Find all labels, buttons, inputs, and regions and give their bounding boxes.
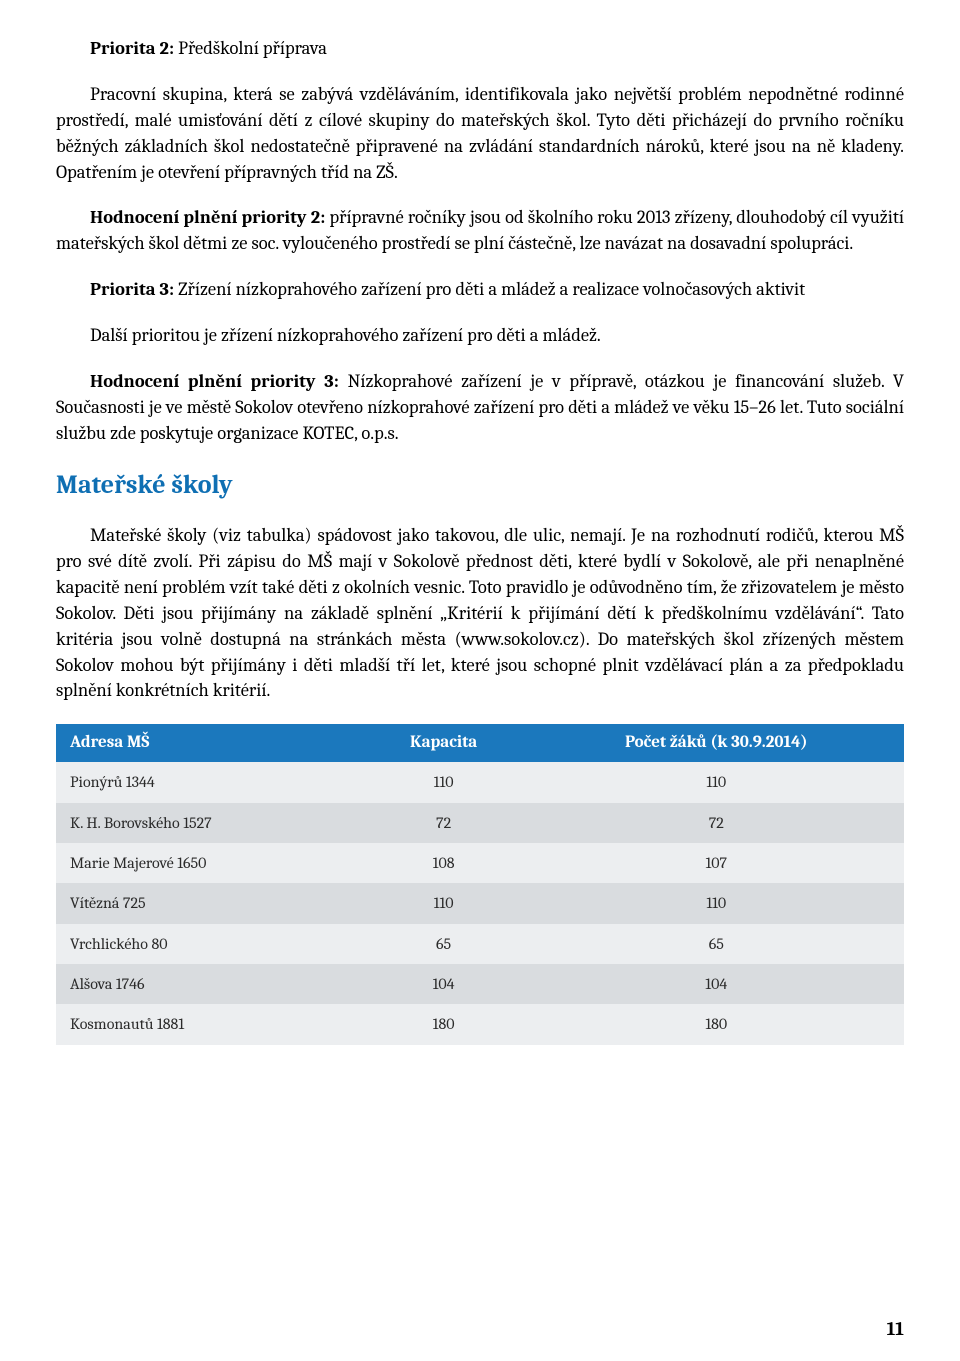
table-cell: 65 xyxy=(529,924,904,964)
col-pocet: Počet žáků (k 30.9.2014) xyxy=(529,724,904,762)
col-adresa: Adresa MŠ xyxy=(56,724,359,762)
table-cell: 110 xyxy=(359,883,529,923)
table-cell: Pionýrů 1344 xyxy=(56,762,359,802)
table-row: Kosmonautů 1881180180 xyxy=(56,1004,904,1044)
table-row: K. H. Borovského 15277272 xyxy=(56,803,904,843)
table-cell: 104 xyxy=(359,964,529,1004)
table-cell: 110 xyxy=(529,883,904,923)
table-cell: 65 xyxy=(359,924,529,964)
priorita2-heading: Priorita 2: Předškolní příprava xyxy=(56,36,904,62)
table-cell: 180 xyxy=(359,1004,529,1044)
table-cell: 108 xyxy=(359,843,529,883)
table-header-row: Adresa MŠ Kapacita Počet žáků (k 30.9.20… xyxy=(56,724,904,762)
table-cell: Kosmonautů 1881 xyxy=(56,1004,359,1044)
section-body: Mateřské školy (viz tabulka) spádovost j… xyxy=(56,523,904,704)
table-cell: 180 xyxy=(529,1004,904,1044)
section-heading: Mateřské školy xyxy=(56,467,904,503)
priorita2-body: Pracovní skupina, která se zabývá vzdělá… xyxy=(56,82,904,186)
table-row: Alšova 1746104104 xyxy=(56,964,904,1004)
table-cell: 104 xyxy=(529,964,904,1004)
table-cell: Vítězná 725 xyxy=(56,883,359,923)
table-cell: 110 xyxy=(529,762,904,802)
priorita3-eval-label: Hodnocení plnění priority 3: xyxy=(90,370,348,392)
ms-table: Adresa MŠ Kapacita Počet žáků (k 30.9.20… xyxy=(56,724,904,1045)
table-cell: Alšova 1746 xyxy=(56,964,359,1004)
page-number: 11 xyxy=(887,1316,904,1343)
table-cell: K. H. Borovského 1527 xyxy=(56,803,359,843)
priorita3-title: Zřízení nízkoprahového zařízení pro děti… xyxy=(178,278,805,300)
table-cell: 72 xyxy=(529,803,904,843)
table-row: Pionýrů 1344110110 xyxy=(56,762,904,802)
priorita3-heading: Priorita 3: Zřízení nízkoprahového zaříz… xyxy=(56,277,904,303)
priorita2-eval: Hodnocení plnění priority 2: přípravné r… xyxy=(56,205,904,257)
table-row: Marie Majerové 1650108107 xyxy=(56,843,904,883)
priorita3-label: Priorita 3: xyxy=(90,278,178,300)
priorita2-title: Předškolní příprava xyxy=(178,37,327,59)
priorita3-eval: Hodnocení plnění priority 3: Nízkoprahov… xyxy=(56,369,904,447)
table-row: Vrchlického 806565 xyxy=(56,924,904,964)
table-cell: Marie Majerové 1650 xyxy=(56,843,359,883)
priorita2-label: Priorita 2: xyxy=(90,37,178,59)
priorita3-body: Další prioritou je zřízení nízkoprahovéh… xyxy=(56,323,904,349)
priorita2-eval-label: Hodnocení plnění priority 2: xyxy=(90,206,330,228)
table-cell: Vrchlického 80 xyxy=(56,924,359,964)
table-row: Vítězná 725110110 xyxy=(56,883,904,923)
table-cell: 110 xyxy=(359,762,529,802)
col-kapacita: Kapacita xyxy=(359,724,529,762)
table-cell: 72 xyxy=(359,803,529,843)
table-cell: 107 xyxy=(529,843,904,883)
